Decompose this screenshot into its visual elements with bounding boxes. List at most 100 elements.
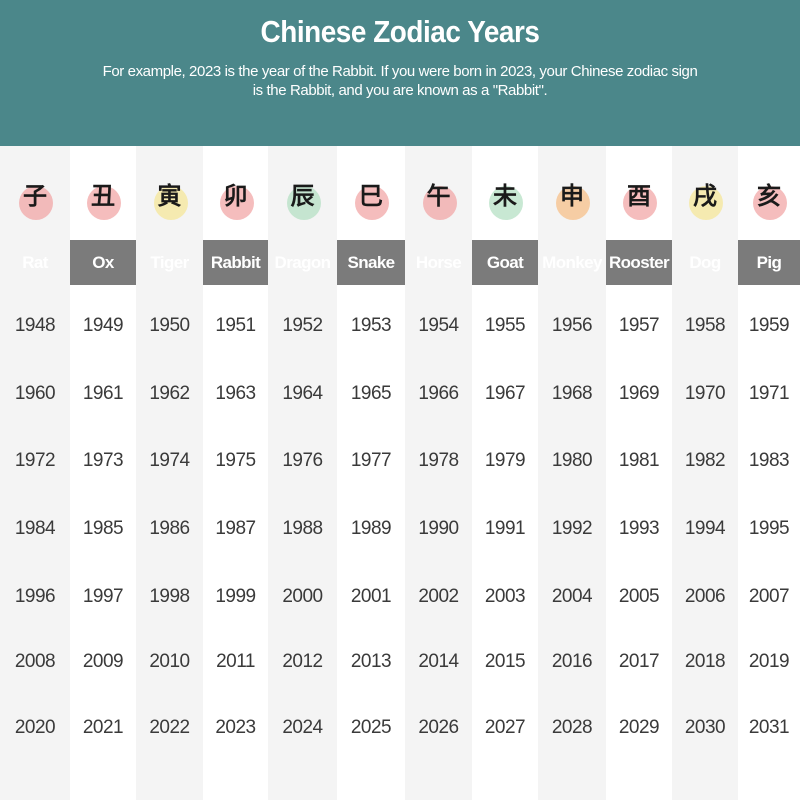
tiger-icon: 寅 [142,168,198,224]
year-cell: 1995 [748,518,790,539]
year-cell: 1953 [350,315,392,336]
zodiac-column-rabbit: 卯 Rabbit 1951 1963 1975 1987 1999 2011 2023 [203,146,268,800]
year-cell: 1997 [82,586,124,607]
animal-name: Pig [756,253,782,272]
year-cell: 1973 [82,450,124,471]
animal-name: Dragon [274,253,332,272]
horse-icon: 午 [411,168,467,224]
year-cell: 2024 [282,717,323,738]
animal-name: Rabbit [210,253,261,272]
icon-character: 卯 [223,181,248,210]
year-cell: 1956 [551,315,593,336]
icon-color-blob [355,186,389,220]
year-cell: 2015 [484,651,526,672]
header-banner: Chinese Zodiac Years For example, 2023 i… [0,0,800,146]
icon-character: 辰 [290,181,315,210]
year-cell: 2019 [748,651,790,672]
year-cell: 2007 [748,586,790,607]
year-cell: 1994 [684,518,726,539]
year-cell: 1976 [282,450,323,471]
year-cell: 2012 [282,651,323,672]
icon-color-blob [153,186,188,220]
icon-character: 寅 [157,181,182,210]
icon-color-blob [489,186,523,220]
year-cell: 1961 [82,383,124,404]
year-cell: 2008 [14,651,56,672]
year-cell: 1959 [748,315,790,336]
year-cell: 2013 [350,651,392,672]
year-cell: 2005 [618,586,660,607]
icon-color-blob [422,186,457,220]
animal-name: Dog [689,253,721,272]
year-cell: 1972 [14,450,56,471]
year-cell: 2023 [215,717,256,738]
year-cell: 2002 [418,586,459,607]
icon-color-blob [219,186,254,220]
year-cell: 2001 [350,586,392,607]
rat-icon: 子 [7,168,63,224]
year-cell: 2011 [216,651,255,672]
icon-color-blob [556,186,590,220]
year-cell: 2025 [350,717,392,738]
year-cell: 1968 [551,383,593,404]
year-cell: 2018 [684,651,726,672]
year-cell: 1949 [82,315,124,336]
year-cell: 2028 [551,717,593,738]
icon-character: 巳 [359,181,383,210]
year-cell: 1986 [149,518,190,539]
pig-icon: 亥 [741,168,797,224]
year-cell: 1958 [684,315,726,336]
animal-name: Goat [486,253,524,272]
year-cell: 1964 [282,383,323,404]
year-cell: 2021 [82,717,124,738]
icon-character: 丑 [91,181,115,210]
year-cell: 1989 [350,518,392,539]
year-cell: 1957 [618,315,660,336]
monkey-icon: 申 [544,168,600,224]
year-cell: 2006 [684,586,726,607]
year-cell: 1977 [350,450,392,471]
year-cell: 1982 [684,450,726,471]
ox-icon: 丑 [75,168,131,224]
page-subtitle: For example, 2023 is the year of the Rab… [102,63,698,99]
year-cell: 1980 [551,450,593,471]
year-cell: 1991 [484,518,526,539]
year-cell: 2017 [618,651,660,672]
goat-icon: 未 [477,168,533,224]
year-cell: 1965 [350,383,392,404]
icon-color-blob [286,186,321,220]
zodiac-column-horse: 午 Horse 1954 1966 1978 1990 2002 2014 2026 [405,146,472,800]
year-cell: 1960 [14,383,56,404]
animal-name: Tiger [150,253,189,272]
icon-color-blob [753,186,787,220]
year-cell: 2009 [82,651,124,672]
icon-color-blob [689,186,723,220]
year-cell: 1962 [149,383,190,404]
year-cell: 2029 [618,717,660,738]
zodiac-column-rat: 子 Rat 1948 1960 1972 1984 1996 2008 2020 [0,146,70,800]
zodiac-column-dragon: 辰 Dragon 1952 1964 1976 1988 2000 2012 2024 [268,146,337,800]
year-cell: 1963 [215,383,256,404]
year-cell: 1979 [484,450,526,471]
year-cell: 1990 [418,518,459,539]
year-cell: 1952 [282,315,323,336]
year-cell: 1971 [748,383,790,404]
year-cell: 1996 [14,586,56,607]
year-cell: 2000 [282,586,323,607]
zodiac-column-pig: 亥 Pig 1959 1971 1983 1995 2007 2019 2031 [738,146,800,800]
year-cell: 2031 [748,717,790,738]
animal-name: Snake [347,253,395,272]
year-cell: 2027 [484,717,526,738]
year-cell: 1948 [14,315,56,336]
year-cell: 2020 [14,717,56,738]
year-cell: 1970 [684,383,726,404]
year-cell: 2014 [418,651,459,672]
animal-name: Horse [415,253,462,272]
animal-name-band [0,240,800,285]
year-cell: 2016 [551,651,593,672]
animal-name: Ox [92,253,114,272]
rabbit-icon: 卯 [208,168,264,224]
zodiac-column-goat: 未 Goat 1955 1967 1979 1991 2003 2015 2027 [472,146,538,800]
year-cell: 1978 [418,450,459,471]
year-cell: 1975 [215,450,256,471]
